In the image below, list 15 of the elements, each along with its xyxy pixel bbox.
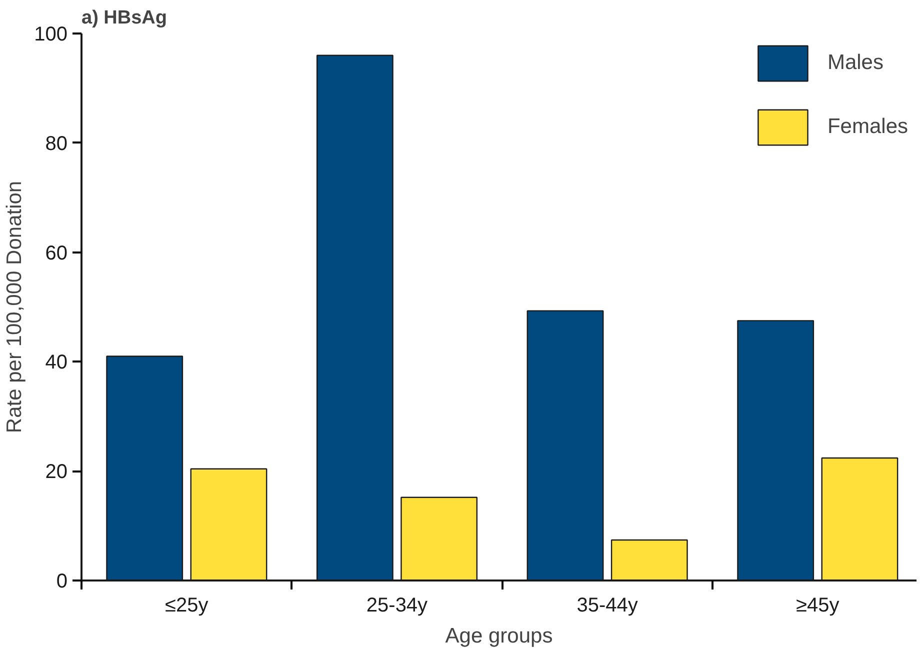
legend-label: Females [827,115,908,139]
legend-label: Males [827,51,884,75]
x-tick-label: 25-34y [366,594,428,616]
y-tick-label: 100 [34,24,68,46]
y-tick-label: 80 [45,132,68,155]
x-tick-label: 35-44y [576,594,638,616]
x-axis-title: Age groups [445,624,553,648]
x-tick-label: ≤25y [165,594,208,616]
y-tick-label: 20 [45,461,68,484]
y-tick-label: 60 [45,242,68,264]
chart-title: a) HBsAg [82,8,168,28]
y-tick-label: 40 [45,352,68,374]
y-tick-label: 0 [56,570,68,592]
y-axis-title: Rate per 100,000 Donation [3,180,26,434]
x-tick-label: ≥45y [796,594,840,616]
